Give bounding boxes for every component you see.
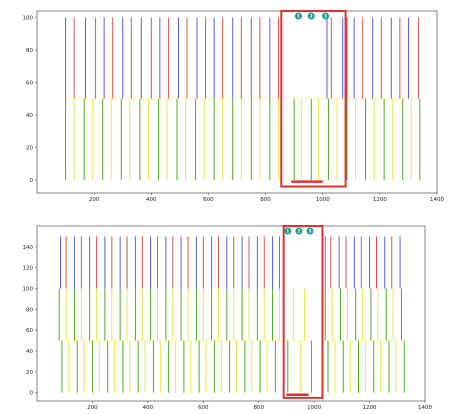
- x-tick-label: 1400: [430, 197, 444, 203]
- y-tick-label: 40: [26, 349, 33, 355]
- plot-frame: [36, 225, 426, 402]
- marker-circle: [294, 12, 302, 20]
- y-tick-label: 20: [26, 370, 33, 376]
- y-tick-label: 0: [30, 391, 34, 397]
- marker-circle: [284, 227, 292, 235]
- bottom-chart: 0 20 40 60 80 100 120 140 200 400 600 800 1000 1200 14…: [23, 225, 432, 411]
- y-tick-label: 120: [23, 266, 34, 272]
- y-tick-label: 140: [23, 245, 34, 251]
- marker-circle: [322, 12, 330, 20]
- marker-label: 2: [310, 13, 313, 18]
- x-tick-label: 600: [198, 405, 209, 411]
- y-tick-label: 40: [26, 113, 33, 119]
- x-tick-label: 400: [146, 197, 157, 203]
- marker-circle: [307, 12, 315, 20]
- marker-label: 1: [297, 13, 300, 18]
- y-tick-label: 100: [23, 287, 34, 293]
- x-tick-label: 1400: [418, 405, 432, 411]
- x-tick-label: 200: [89, 197, 100, 203]
- x-tick-label: 600: [203, 197, 214, 203]
- x-tick-label: 400: [143, 405, 154, 411]
- top-chart: 0 20 40 60 80 100 200 400 600 800 1000 1200 1400 1 2 3: [23, 10, 444, 203]
- y-tick-label: 80: [26, 307, 33, 313]
- marker-label: 2: [298, 228, 301, 233]
- marker-circle: [295, 227, 303, 235]
- x-tick-label: 800: [253, 405, 264, 411]
- x-tick-label: 1200: [373, 197, 387, 203]
- marker-label: 1: [286, 228, 289, 233]
- highlight-box: [280, 10, 347, 188]
- marker-circle: [306, 227, 314, 235]
- y-tick-label: 0: [30, 178, 34, 184]
- marker-label: 3: [324, 13, 327, 18]
- y-tick-label: 20: [26, 146, 33, 152]
- y-tick-label: 60: [26, 328, 33, 334]
- x-tick-label: 1000: [307, 405, 321, 411]
- y-tick-label: 80: [26, 48, 33, 54]
- highlight-box: [282, 225, 324, 399]
- x-tick-label: 200: [87, 405, 98, 411]
- x-tick-label: 1200: [363, 405, 377, 411]
- x-tick-label: 1000: [316, 197, 330, 203]
- plot-frame: [36, 10, 438, 194]
- marker-label: 3: [309, 228, 312, 233]
- x-tick-label: 800: [260, 197, 271, 203]
- y-tick-label: 100: [23, 16, 34, 22]
- y-tick-label: 60: [26, 81, 33, 87]
